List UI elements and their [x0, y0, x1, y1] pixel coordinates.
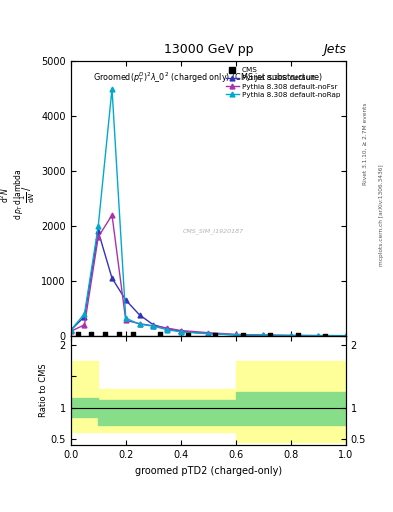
Pythia 8.308 default-noRap — [288, 332, 293, 338]
Pythia 8.308 default-noFsr — [261, 332, 266, 338]
Pythia 8.308 default-noRap — [137, 321, 142, 327]
CMS — [88, 330, 94, 338]
CMS — [322, 331, 329, 339]
Pythia 8.308 default — [343, 333, 348, 339]
Pythia 8.308 default-noFsr — [68, 328, 73, 334]
Pythia 8.308 default-noFsr — [233, 331, 238, 337]
Pythia 8.308 default-noRap — [261, 332, 266, 338]
Text: $\frac{1}{\mathrm{d}N}\,/$: $\frac{1}{\mathrm{d}N}\,/$ — [18, 186, 37, 203]
Y-axis label: Ratio to CMS: Ratio to CMS — [39, 364, 48, 417]
Pythia 8.308 default-noRap — [96, 223, 101, 229]
Pythia 8.308 default-noFsr — [82, 322, 87, 328]
Pythia 8.308 default — [82, 313, 87, 319]
CMS — [239, 331, 246, 339]
Pythia 8.308 default-noRap — [82, 311, 87, 317]
Text: 13000 GeV pp: 13000 GeV pp — [163, 44, 253, 56]
Pythia 8.308 default-noFsr — [288, 332, 293, 338]
Pythia 8.308 default-noFsr — [178, 328, 183, 334]
Pythia 8.308 default-noFsr — [96, 234, 101, 240]
Pythia 8.308 default — [96, 228, 101, 234]
Pythia 8.308 default — [165, 326, 169, 332]
Pythia 8.308 default — [288, 332, 293, 338]
Pythia 8.308 default-noRap — [151, 323, 156, 329]
Pythia 8.308 default-noFsr — [110, 212, 114, 218]
Pythia 8.308 default-noFsr — [165, 325, 169, 331]
Line: Pythia 8.308 default: Pythia 8.308 default — [68, 229, 348, 338]
Pythia 8.308 default-noRap — [68, 327, 73, 333]
Text: mcplots.cern.ch [arXiv:1306.3436]: mcplots.cern.ch [arXiv:1306.3436] — [379, 164, 384, 266]
Pythia 8.308 default-noRap — [316, 333, 321, 339]
CMS — [102, 330, 108, 338]
CMS — [116, 330, 122, 338]
Pythia 8.308 default — [68, 327, 73, 333]
Text: $\mathrm{d}^2N$
$\mathrm{d}\,p_T\,\mathrm{d\,lambda}$: $\mathrm{d}^2N$ $\mathrm{d}\,p_T\,\mathr… — [0, 169, 26, 220]
CMS — [157, 330, 163, 338]
Legend: CMS, Pythia 8.308 default, Pythia 8.308 default-noFsr, Pythia 8.308 default-noRa: CMS, Pythia 8.308 default, Pythia 8.308 … — [224, 65, 342, 100]
CMS — [75, 330, 81, 338]
Pythia 8.308 default — [233, 332, 238, 338]
Pythia 8.308 default-noFsr — [206, 330, 211, 336]
CMS — [267, 331, 273, 339]
Pythia 8.308 default-noRap — [110, 86, 114, 92]
Pythia 8.308 default — [123, 297, 128, 303]
Pythia 8.308 default-noFsr — [343, 333, 348, 339]
CMS — [212, 331, 219, 339]
Text: Jets: Jets — [323, 44, 346, 56]
CMS — [130, 330, 136, 338]
Pythia 8.308 default-noRap — [178, 329, 183, 335]
Line: Pythia 8.308 default-noRap: Pythia 8.308 default-noRap — [68, 87, 348, 338]
Pythia 8.308 default-noRap — [123, 315, 128, 321]
Line: Pythia 8.308 default-noFsr: Pythia 8.308 default-noFsr — [68, 212, 348, 338]
CMS — [294, 331, 301, 339]
Pythia 8.308 default-noRap — [343, 333, 348, 339]
X-axis label: groomed pTD2 (charged-only): groomed pTD2 (charged-only) — [135, 466, 282, 476]
Pythia 8.308 default — [206, 330, 211, 336]
Pythia 8.308 default — [316, 333, 321, 339]
Text: Groomed$(p_T^D)^2\lambda\_0^2$ (charged only) (CMS jet substructure): Groomed$(p_T^D)^2\lambda\_0^2$ (charged … — [94, 70, 323, 84]
CMS — [185, 331, 191, 339]
Pythia 8.308 default-noRap — [206, 331, 211, 337]
Text: Rivet 3.1.10, ≥ 2.7M events: Rivet 3.1.10, ≥ 2.7M events — [363, 102, 368, 185]
Pythia 8.308 default — [110, 275, 114, 281]
Pythia 8.308 default — [178, 328, 183, 334]
Pythia 8.308 default-noFsr — [151, 323, 156, 329]
Pythia 8.308 default-noFsr — [316, 333, 321, 339]
Pythia 8.308 default-noFsr — [137, 321, 142, 327]
Pythia 8.308 default — [261, 332, 266, 338]
Pythia 8.308 default-noFsr — [123, 317, 128, 324]
Text: CMS_SIM_I1920187: CMS_SIM_I1920187 — [183, 229, 244, 234]
Pythia 8.308 default-noRap — [165, 327, 169, 333]
Pythia 8.308 default — [137, 312, 142, 318]
Pythia 8.308 default — [151, 322, 156, 328]
Pythia 8.308 default-noRap — [233, 332, 238, 338]
